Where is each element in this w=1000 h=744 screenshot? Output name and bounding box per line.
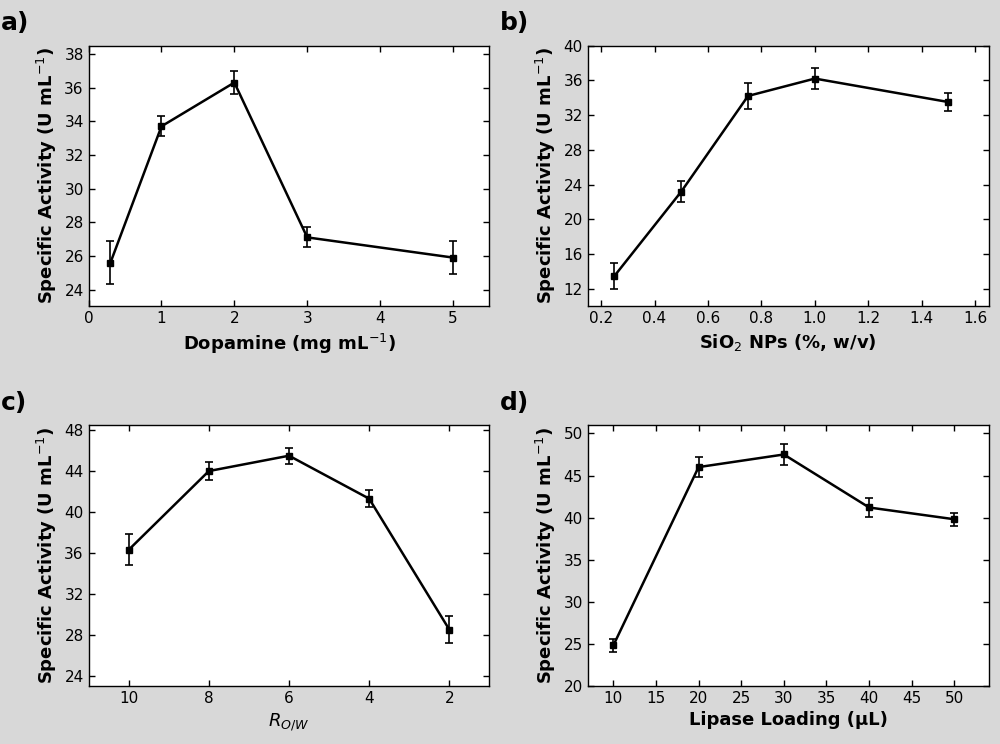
X-axis label: SiO$_2$ NPs (%, w/v): SiO$_2$ NPs (%, w/v) (699, 332, 877, 353)
X-axis label: Lipase Loading (μL): Lipase Loading (μL) (689, 711, 888, 729)
Text: d): d) (500, 391, 529, 414)
Y-axis label: Specific Activity (U mL$^{-1}$): Specific Activity (U mL$^{-1}$) (534, 48, 558, 304)
Y-axis label: Specific Activity (U mL$^{-1}$): Specific Activity (U mL$^{-1}$) (35, 48, 59, 304)
Y-axis label: Specific Activity (U mL$^{-1}$): Specific Activity (U mL$^{-1}$) (35, 427, 59, 684)
X-axis label: Dopamine (mg mL$^{-1}$): Dopamine (mg mL$^{-1}$) (183, 332, 395, 356)
Text: a): a) (0, 11, 29, 35)
Y-axis label: Specific Activity (U mL$^{-1}$): Specific Activity (U mL$^{-1}$) (534, 427, 558, 684)
Text: c): c) (0, 391, 27, 414)
X-axis label: $\mathit{R}$$_{O/W}$: $\mathit{R}$$_{O/W}$ (268, 711, 310, 733)
Text: b): b) (500, 11, 529, 35)
